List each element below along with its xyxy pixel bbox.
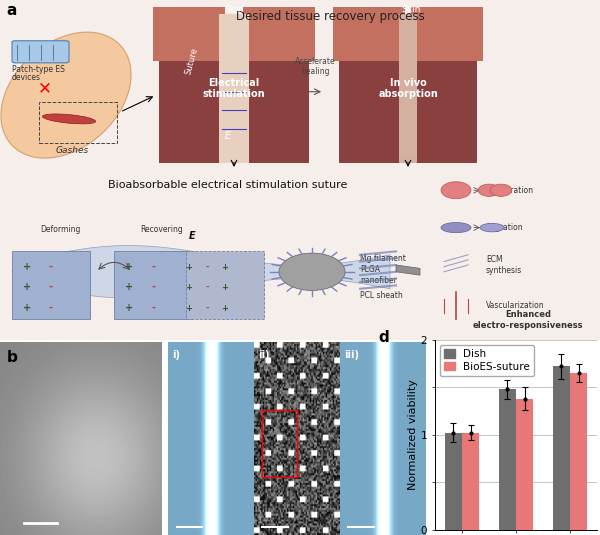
Text: -: - [151, 282, 155, 292]
FancyBboxPatch shape [153, 7, 225, 61]
Ellipse shape [1, 32, 131, 158]
Text: Suture: Suture [184, 47, 200, 76]
Polygon shape [396, 265, 420, 275]
Circle shape [279, 253, 345, 291]
Text: +: + [125, 282, 133, 292]
Text: Recovering: Recovering [140, 225, 184, 234]
FancyBboxPatch shape [12, 251, 90, 319]
Text: In vivo
absorption: In vivo absorption [378, 78, 438, 99]
Text: devices: devices [12, 73, 41, 82]
Text: -: - [49, 282, 53, 292]
Text: -: - [205, 283, 209, 292]
FancyBboxPatch shape [219, 13, 249, 163]
Text: d: d [379, 330, 389, 345]
Legend: Dish, BioES-suture: Dish, BioES-suture [440, 345, 534, 376]
Text: Electrical
stimulation: Electrical stimulation [203, 78, 265, 99]
Text: E: E [225, 131, 231, 141]
Text: a: a [6, 3, 16, 18]
Text: Bioabsorbable electrical stimulation suture: Bioabsorbable electrical stimulation sut… [109, 180, 347, 190]
Bar [445, 433, 462, 530]
Text: Patch-type ES: Patch-type ES [12, 65, 65, 73]
Text: +: + [221, 283, 229, 292]
Text: Skin: Skin [401, 5, 421, 14]
Text: -: - [151, 262, 155, 272]
FancyBboxPatch shape [339, 13, 399, 163]
Text: Enhanced
electro-responsiveness: Enhanced electro-responsiveness [473, 310, 583, 330]
FancyBboxPatch shape [12, 41, 69, 63]
Text: -: - [151, 303, 155, 312]
FancyBboxPatch shape [249, 13, 309, 163]
Text: b: b [7, 350, 17, 365]
Text: +: + [221, 263, 229, 272]
Text: Desired tissue recovery process: Desired tissue recovery process [236, 10, 424, 23]
FancyBboxPatch shape [243, 7, 315, 61]
FancyBboxPatch shape [399, 13, 417, 163]
FancyBboxPatch shape [417, 13, 477, 163]
Bar [553, 366, 570, 530]
Text: ECM
synthesis: ECM synthesis [486, 255, 522, 274]
Polygon shape [12, 246, 390, 298]
Text: E: E [189, 231, 196, 241]
Text: Vascularization: Vascularization [486, 301, 545, 310]
Text: c: c [173, 350, 182, 365]
FancyBboxPatch shape [333, 7, 405, 61]
Circle shape [478, 184, 500, 196]
Ellipse shape [43, 114, 95, 124]
Bar [462, 433, 479, 530]
FancyBboxPatch shape [159, 13, 219, 163]
Text: Deforming: Deforming [40, 225, 80, 234]
Text: +: + [23, 303, 31, 312]
Text: -: - [205, 263, 209, 272]
Bar [262, 410, 296, 477]
Text: Migration: Migration [486, 223, 523, 232]
Text: -: - [49, 262, 53, 272]
Text: i): i) [172, 350, 180, 360]
Text: +: + [23, 262, 31, 272]
Text: +: + [221, 303, 229, 312]
Ellipse shape [480, 224, 504, 232]
Bar [570, 373, 587, 530]
Text: Proliferation: Proliferation [486, 186, 533, 195]
Bar [499, 389, 516, 530]
Text: +: + [125, 303, 133, 312]
Text: -: - [49, 303, 53, 312]
Text: ii): ii) [258, 350, 269, 360]
Text: +: + [185, 303, 193, 312]
FancyBboxPatch shape [411, 7, 483, 61]
Text: PLGA
nanofiber: PLGA nanofiber [360, 265, 397, 285]
Bar [516, 399, 533, 530]
Text: Accelerate
healing: Accelerate healing [295, 57, 335, 77]
Circle shape [441, 182, 471, 198]
Text: Gashes: Gashes [55, 146, 89, 155]
Text: Skin: Skin [224, 5, 244, 14]
Text: Mg filament: Mg filament [360, 254, 406, 263]
Circle shape [490, 184, 512, 196]
Text: iii): iii) [344, 350, 359, 360]
Text: +: + [125, 262, 133, 272]
Y-axis label: Normalized viability: Normalized viability [408, 379, 418, 490]
FancyBboxPatch shape [114, 251, 192, 319]
FancyBboxPatch shape [186, 251, 264, 319]
Text: ✕: ✕ [38, 79, 52, 97]
Text: -: - [205, 303, 209, 312]
Text: +: + [185, 263, 193, 272]
Ellipse shape [441, 223, 471, 233]
Text: +: + [23, 282, 31, 292]
Text: +: + [185, 283, 193, 292]
Text: PCL sheath: PCL sheath [360, 291, 403, 300]
